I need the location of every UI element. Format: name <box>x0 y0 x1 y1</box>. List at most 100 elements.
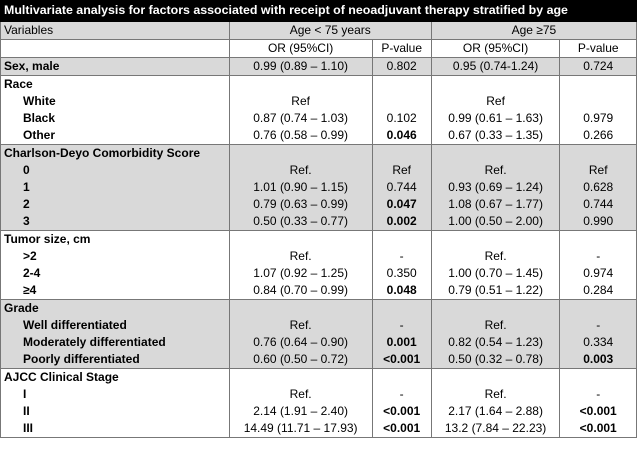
row-label-cell: Grade <box>0 299 230 317</box>
results-table: Variables Age < 75 years Age ≥75 OR (95%… <box>0 22 637 438</box>
or-cell-lt75: Ref <box>228 93 373 110</box>
table-row: Grade <box>0 299 637 317</box>
p-value-cell-ge75: <0.001 <box>559 403 637 420</box>
or-cell-ge75: Ref. <box>430 386 561 403</box>
row-label-cell: 1 <box>0 179 230 196</box>
p-value-cell-lt75 <box>371 230 432 248</box>
or-cell-ge75: 13.2 (7.84 – 22.23) <box>430 420 561 438</box>
table-row: 0 Ref. Ref Ref. Ref <box>0 162 637 179</box>
p-value-cell-ge75 <box>559 75 637 93</box>
p-value-cell-ge75: 0.990 <box>559 213 637 231</box>
or-cell-lt75 <box>228 230 373 248</box>
row-label-cell: AJCC Clinical Stage <box>0 368 230 386</box>
row-label-cell: Moderately differentiated <box>0 334 230 351</box>
table-row: Charlson-Deyo Comorbidity Score <box>0 144 637 162</box>
or-cell-lt75: 0.76 (0.58 – 0.99) <box>228 127 373 145</box>
header-row-columns: OR (95%CI) P-value OR (95%CI) P-value <box>0 39 637 58</box>
or-cell-ge75 <box>430 299 561 317</box>
p-value-cell-lt75: 0.802 <box>371 57 432 76</box>
p-value-cell-ge75: 0.724 <box>559 57 637 76</box>
or-cell-lt75: Ref. <box>228 317 373 334</box>
table-row: >2 Ref. - Ref. - <box>0 248 637 265</box>
table-row: I Ref. - Ref. - <box>0 386 637 403</box>
blank-header-cell <box>0 39 230 58</box>
or-cell-ge75: 1.00 (0.50 – 2.00) <box>430 213 561 231</box>
or-cell-lt75 <box>228 368 373 386</box>
or-cell-lt75: Ref. <box>228 162 373 179</box>
or-cell-lt75: 2.14 (1.91 – 2.40) <box>228 403 373 420</box>
row-label-cell: III <box>0 420 230 438</box>
table-row: 2 0.79 (0.63 – 0.99) 0.047 1.08 (0.67 – 1.7… <box>0 196 637 213</box>
table-row: 2-4 1.07 (0.92 – 1.25) 0.350 1.00 (0.70 – 1… <box>0 265 637 282</box>
or-cell-ge75: Ref. <box>430 248 561 265</box>
p-value-cell-lt75: <0.001 <box>371 403 432 420</box>
p-value-cell-lt75: 0.048 <box>371 282 432 300</box>
p-value-cell-ge75: 0.979 <box>559 110 637 127</box>
p-value-cell-ge75: 0.266 <box>559 127 637 145</box>
row-label-cell: 2 <box>0 196 230 213</box>
p-value-cell-ge75: - <box>559 386 637 403</box>
or-cell-ge75: 1.00 (0.70 – 1.45) <box>430 265 561 282</box>
p-value-cell-ge75: - <box>559 317 637 334</box>
p-header-lt75: P-value <box>371 39 432 58</box>
or-cell-lt75 <box>228 299 373 317</box>
or-cell-ge75 <box>430 75 561 93</box>
p-value-cell-lt75 <box>371 299 432 317</box>
row-label-cell: 3 <box>0 213 230 231</box>
p-value-cell-ge75: 0.744 <box>559 196 637 213</box>
p-value-cell-lt75: 0.350 <box>371 265 432 282</box>
or-cell-lt75: 0.50 (0.33 – 0.77) <box>228 213 373 231</box>
p-value-cell-ge75 <box>559 299 637 317</box>
p-header-ge75: P-value <box>559 39 637 58</box>
p-value-cell-lt75: 0.744 <box>371 179 432 196</box>
or-cell-ge75: 0.82 (0.54 – 1.23) <box>430 334 561 351</box>
row-label-cell: I <box>0 386 230 403</box>
table-row: Race <box>0 75 637 93</box>
p-value-cell-ge75 <box>559 368 637 386</box>
or-cell-lt75: 0.84 (0.70 – 0.99) <box>228 282 373 300</box>
p-value-cell-lt75: Ref <box>371 162 432 179</box>
or-header-lt75: OR (95%CI) <box>228 39 373 58</box>
variables-header: Variables <box>0 22 230 40</box>
p-value-cell-lt75: - <box>371 386 432 403</box>
p-value-cell-lt75 <box>371 75 432 93</box>
or-header-ge75: OR (95%CI) <box>430 39 561 58</box>
p-value-cell-ge75: 0.334 <box>559 334 637 351</box>
or-cell-lt75: 0.60 (0.50 – 0.72) <box>228 351 373 369</box>
or-cell-lt75: Ref. <box>228 386 373 403</box>
or-cell-lt75: 0.79 (0.63 – 0.99) <box>228 196 373 213</box>
row-label-cell: >2 <box>0 248 230 265</box>
p-value-cell-lt75 <box>371 144 432 162</box>
table-row: White Ref Ref <box>0 93 637 110</box>
row-label-cell: Sex, male <box>0 57 230 76</box>
table-row: III 14.49 (11.71 – 17.93) <0.001 13.2 (7.84… <box>0 420 637 438</box>
or-cell-ge75: 0.99 (0.61 – 1.63) <box>430 110 561 127</box>
p-value-cell-lt75 <box>371 93 432 110</box>
table-row: II 2.14 (1.91 – 2.40) <0.001 2.17 (1.64 – 2… <box>0 403 637 420</box>
or-cell-ge75 <box>430 368 561 386</box>
table-row: AJCC Clinical Stage <box>0 368 637 386</box>
p-value-cell-ge75: Ref <box>559 162 637 179</box>
or-cell-ge75: 0.79 (0.51 – 1.22) <box>430 282 561 300</box>
p-value-cell-ge75: 0.628 <box>559 179 637 196</box>
table-row: Black 0.87 (0.74 – 1.03) 0.102 0.99 (0.61 –… <box>0 110 637 127</box>
p-value-cell-ge75: <0.001 <box>559 420 637 438</box>
row-label-cell: Race <box>0 75 230 93</box>
header-row-groups: Variables Age < 75 years Age ≥75 <box>0 22 637 40</box>
or-cell-lt75: 0.99 (0.89 – 1.10) <box>228 57 373 76</box>
or-cell-lt75: Ref. <box>228 248 373 265</box>
or-cell-ge75: 2.17 (1.64 – 2.88) <box>430 403 561 420</box>
age-ge75-header: Age ≥75 <box>430 22 637 40</box>
p-value-cell-lt75: <0.001 <box>371 420 432 438</box>
or-cell-lt75: 14.49 (11.71 – 17.93) <box>228 420 373 438</box>
p-value-cell-lt75: <0.001 <box>371 351 432 369</box>
row-label-cell: 0 <box>0 162 230 179</box>
table-row: Poorly differentiated 0.60 (0.50 – 0.72) <… <box>0 351 637 369</box>
table-title: Multivariate analysis for factors associ… <box>0 0 637 22</box>
p-value-cell-ge75 <box>559 230 637 248</box>
p-value-cell-lt75 <box>371 368 432 386</box>
p-value-cell-lt75: 0.102 <box>371 110 432 127</box>
or-cell-ge75 <box>430 144 561 162</box>
or-cell-ge75: 1.08 (0.67 – 1.77) <box>430 196 561 213</box>
